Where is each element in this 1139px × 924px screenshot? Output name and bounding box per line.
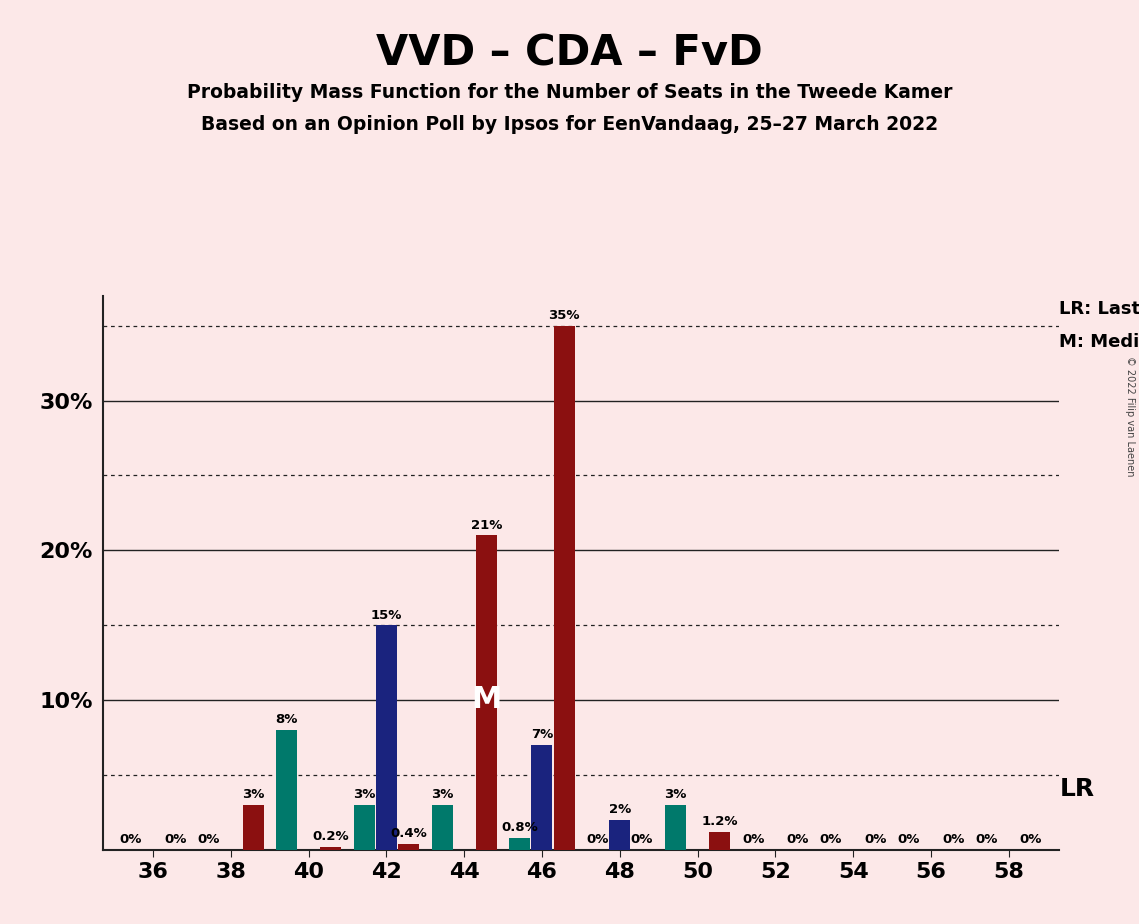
Text: 0.2%: 0.2% bbox=[312, 831, 350, 844]
Text: 0%: 0% bbox=[898, 833, 920, 846]
Bar bbox=[399, 845, 419, 850]
Text: 15%: 15% bbox=[370, 609, 402, 622]
Bar bbox=[243, 805, 263, 850]
Text: 3%: 3% bbox=[431, 788, 453, 801]
Text: 0%: 0% bbox=[975, 833, 998, 846]
Bar bbox=[476, 535, 497, 850]
Text: 0%: 0% bbox=[197, 833, 220, 846]
Text: M: M bbox=[472, 685, 501, 713]
Bar bbox=[354, 805, 375, 850]
Bar bbox=[376, 626, 396, 850]
Bar bbox=[320, 847, 342, 850]
Text: LR: LR bbox=[1059, 777, 1095, 801]
Text: 0%: 0% bbox=[631, 833, 653, 846]
Bar bbox=[276, 730, 297, 850]
Text: 8%: 8% bbox=[276, 713, 297, 726]
Bar bbox=[609, 821, 630, 850]
Text: 35%: 35% bbox=[548, 309, 580, 322]
Text: 0.8%: 0.8% bbox=[501, 821, 539, 834]
Text: LR: Last Result: LR: Last Result bbox=[1059, 300, 1139, 318]
Text: 0%: 0% bbox=[865, 833, 886, 846]
Bar bbox=[432, 805, 452, 850]
Text: 0%: 0% bbox=[942, 833, 965, 846]
Bar bbox=[509, 838, 531, 850]
Text: 0%: 0% bbox=[164, 833, 187, 846]
Bar bbox=[665, 805, 686, 850]
Text: VVD – CDA – FvD: VVD – CDA – FvD bbox=[376, 32, 763, 74]
Text: 0%: 0% bbox=[587, 833, 609, 846]
Text: Based on an Opinion Poll by Ipsos for EenVandaag, 25–27 March 2022: Based on an Opinion Poll by Ipsos for Ee… bbox=[200, 116, 939, 135]
Text: Probability Mass Function for the Number of Seats in the Tweede Kamer: Probability Mass Function for the Number… bbox=[187, 83, 952, 103]
Bar bbox=[554, 325, 575, 850]
Text: 1.2%: 1.2% bbox=[702, 815, 738, 828]
Text: 0%: 0% bbox=[120, 833, 142, 846]
Bar bbox=[710, 833, 730, 850]
Text: 0%: 0% bbox=[786, 833, 809, 846]
Text: 2%: 2% bbox=[608, 803, 631, 817]
Text: 3%: 3% bbox=[664, 788, 687, 801]
Text: 0%: 0% bbox=[1019, 833, 1042, 846]
Text: M: Median: M: Median bbox=[1059, 334, 1139, 351]
Text: 3%: 3% bbox=[353, 788, 376, 801]
Text: 0%: 0% bbox=[820, 833, 842, 846]
Text: 7%: 7% bbox=[531, 728, 554, 741]
Text: 0.4%: 0.4% bbox=[391, 827, 427, 840]
Text: © 2022 Filip van Laenen: © 2022 Filip van Laenen bbox=[1125, 356, 1134, 476]
Text: 3%: 3% bbox=[241, 788, 264, 801]
Text: 0%: 0% bbox=[741, 833, 764, 846]
Bar bbox=[532, 745, 552, 850]
Text: 21%: 21% bbox=[470, 518, 502, 531]
